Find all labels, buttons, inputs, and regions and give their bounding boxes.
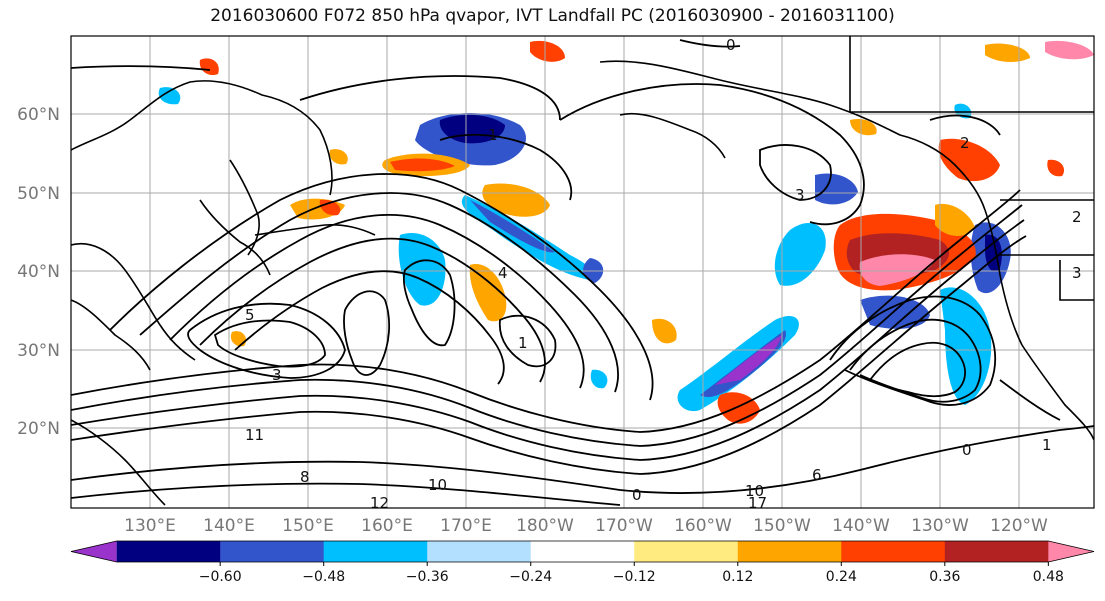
- contour-label-10-southeast: 10: [745, 482, 764, 500]
- contour-labels: 0 1 2 3 4 5 6 8 10 11 12 17 3 1 0 1 2 3 …: [245, 36, 1082, 512]
- lon-label-160w: 160°W: [674, 516, 732, 536]
- lon-label-140e: 140°E: [203, 516, 255, 536]
- contour-label-3-east: 3: [795, 186, 805, 204]
- lat-label-30n: 30°N: [17, 341, 60, 361]
- contour-label-6-south: 6: [812, 466, 822, 484]
- colorbar-tick-label: 0.48: [1033, 569, 1064, 585]
- lon-label-130w: 130°W: [911, 516, 969, 536]
- lon-label-160e: 160°E: [361, 516, 413, 536]
- colorbar-tick-label: −0.36: [406, 569, 449, 585]
- colorbar-outline: [70, 540, 1095, 563]
- contour-label-2-northeast: 2: [960, 134, 970, 152]
- lon-label-150e: 150°E: [282, 516, 334, 536]
- lon-label-140w: 140°W: [832, 516, 890, 536]
- contour-label-9-south: 0: [632, 486, 642, 504]
- colorbar-tick-label: −0.48: [302, 569, 345, 585]
- lon-label-130e: 130°E: [124, 516, 176, 536]
- ivt-contours: [71, 39, 1094, 506]
- colorbar-segment: [323, 541, 428, 562]
- lon-label-120w: 120°W: [990, 516, 1048, 536]
- colorbar-labels: −0.60 −0.48 −0.36 −0.24 −0.12 0.12 0.24 0.36 0.4…: [199, 562, 1064, 585]
- colorbar-segment: [530, 541, 635, 562]
- lon-label-170e: 170°E: [440, 516, 492, 536]
- contour-label-2-far-east: 2: [1072, 208, 1082, 226]
- contour-label-1-southeast: 1: [1042, 436, 1052, 454]
- contour-label-3-far-east: 3: [1072, 264, 1082, 282]
- contour-label-10-south: 10: [428, 476, 447, 494]
- colorbar-tick-label: −0.60: [199, 569, 242, 585]
- colorbar-segment: [116, 541, 221, 562]
- contour-label-0-southeast: 0: [962, 441, 972, 459]
- colorbar-segment: [634, 541, 739, 562]
- colorbar-segment: [841, 541, 946, 562]
- contour-label-5-west: 5: [245, 306, 255, 324]
- contour-label-0-top: 0: [726, 36, 736, 54]
- map-title: 2016030600 F072 850 hPa qvapor, IVT Land…: [210, 6, 895, 26]
- lat-label-60n: 60°N: [17, 105, 60, 125]
- contour-label-4-central: 4: [498, 264, 508, 282]
- contour-label-1-north: 1: [488, 126, 498, 144]
- contour-label-11-southwest: 11: [245, 426, 264, 444]
- lon-label-150w: 150°W: [753, 516, 811, 536]
- colorbar-segment: [427, 541, 532, 562]
- contour-label-1-central: 1: [518, 334, 528, 352]
- map-frame: [70, 35, 1095, 509]
- longitude-axis: 130°E 140°E 150°E 160°E 170°E 180°W 170°…: [124, 516, 1048, 536]
- colorbar-extend-low: [71, 541, 117, 562]
- latitude-axis: 60°N 50°N 40°N 30°N 20°N: [17, 105, 60, 439]
- contour-label-3-west: 3: [272, 366, 282, 384]
- lat-label-20n: 20°N: [17, 419, 60, 439]
- colorbar-segments: [70, 540, 1095, 563]
- colorbar-tick-label: 0.24: [826, 569, 857, 585]
- contour-label-8-south: 8: [300, 468, 310, 486]
- coastlines: [71, 36, 1094, 506]
- colorbar-segment: [220, 541, 325, 562]
- colorbar-tick-label: 0.12: [722, 569, 753, 585]
- qvapor-positive-shading: [199, 40, 1094, 424]
- colorbar: −0.60 −0.48 −0.36 −0.24 −0.12 0.12 0.24 0.36 0.4…: [70, 540, 1095, 585]
- contour-label-12-bottom: 12: [370, 494, 389, 512]
- colorbar-tick-label: 0.36: [929, 569, 960, 585]
- colorbar-tick-label: −0.24: [509, 569, 552, 585]
- lat-label-40n: 40°N: [17, 262, 60, 282]
- colorbar-tick-label: −0.12: [613, 569, 656, 585]
- lon-label-180w: 180°W: [516, 516, 574, 536]
- colorbar-segment: [737, 541, 842, 562]
- colorbar-extend-high: [1048, 541, 1094, 562]
- contour-label-17-bottom: 17: [748, 494, 767, 512]
- lon-label-170w: 170°W: [595, 516, 653, 536]
- colorbar-segment: [944, 541, 1049, 562]
- lat-label-50n: 50°N: [17, 184, 60, 204]
